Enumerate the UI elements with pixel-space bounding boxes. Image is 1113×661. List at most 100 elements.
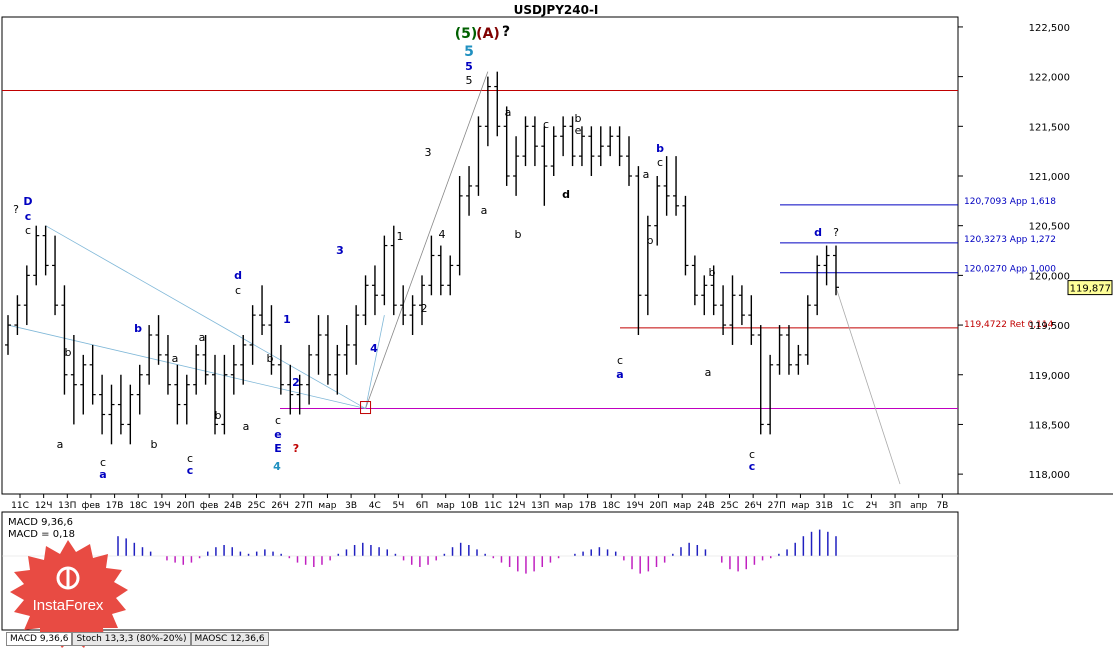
candle xyxy=(748,295,755,345)
candle xyxy=(230,344,237,395)
wave-label: c xyxy=(100,456,106,469)
wave-label: c xyxy=(617,354,623,367)
x-tick-label: 24В xyxy=(697,501,715,511)
x-tick-label: 17В xyxy=(579,501,597,511)
level-label: 120,0270 App 1,000 xyxy=(964,265,1056,275)
x-tick-label: 26Ч xyxy=(744,501,762,511)
wave-label: c xyxy=(749,460,756,473)
candle xyxy=(663,156,670,216)
y-tick-label: 119,000 xyxy=(1029,371,1070,382)
candle xyxy=(729,275,736,345)
x-tick-label: 18С xyxy=(602,501,620,511)
candle xyxy=(287,364,294,415)
candle xyxy=(569,116,576,167)
wave-label: a xyxy=(99,468,106,481)
wave-label: a xyxy=(243,420,250,433)
wave-label: c xyxy=(187,464,194,477)
x-tick-label: 3В xyxy=(345,501,357,511)
candle xyxy=(785,325,792,375)
tab-stoch[interactable]: Stoch 13,3,3 (80%-20%) xyxy=(72,632,191,646)
wave-label: 4 xyxy=(439,228,446,241)
candle xyxy=(14,295,21,335)
last-price-label: 119,877 xyxy=(1070,284,1111,295)
candle xyxy=(503,106,510,186)
candle xyxy=(654,176,661,246)
candle xyxy=(117,374,124,435)
macd-plot-frame xyxy=(1,511,959,631)
wave-label: 5 xyxy=(466,74,473,87)
tab-macd[interactable]: MACD 9,36,6 xyxy=(6,632,73,646)
candle xyxy=(409,295,416,335)
candle xyxy=(560,116,567,157)
y-tick-label: 120,500 xyxy=(1029,222,1070,233)
wave-label: ? xyxy=(502,24,510,40)
candle xyxy=(174,364,181,425)
candle xyxy=(795,344,802,375)
y-tick-label: 122,000 xyxy=(1029,73,1070,84)
x-tick-label: 25С xyxy=(248,501,266,511)
candle xyxy=(767,354,774,435)
candle xyxy=(353,305,360,365)
candle xyxy=(682,195,689,276)
candle xyxy=(400,285,407,326)
wave-label: (5) xyxy=(455,26,478,42)
wave-label: e xyxy=(575,124,582,137)
y-tick-label: 121,500 xyxy=(1029,122,1070,133)
candle xyxy=(757,325,764,435)
candle xyxy=(240,335,247,385)
candle xyxy=(691,255,698,306)
x-tick-label: фев xyxy=(82,501,101,511)
projection-line xyxy=(835,287,901,485)
level-label: 120,7093 App 1,618 xyxy=(964,197,1056,207)
candle xyxy=(588,126,595,176)
candle xyxy=(550,126,557,176)
macd-label: MACD 9,36,6 xyxy=(8,517,73,528)
wave-label: b xyxy=(215,409,222,422)
wave-label: 5 xyxy=(465,60,473,73)
x-tick-label: мар xyxy=(673,501,691,511)
candle xyxy=(89,344,96,405)
wave-label: b xyxy=(515,228,522,241)
logo-text: InstaForex xyxy=(33,597,104,614)
x-tick-label: 2Ч xyxy=(865,501,877,511)
candle xyxy=(259,285,266,335)
candle xyxy=(466,166,473,216)
candle xyxy=(324,315,331,385)
candle xyxy=(42,225,49,276)
candle xyxy=(484,76,491,147)
wave-label: a xyxy=(481,204,488,217)
wave-label: ? xyxy=(833,226,839,239)
y-tick-label: 118,500 xyxy=(1029,420,1070,431)
candle xyxy=(99,374,106,435)
wave-label: c xyxy=(657,156,663,169)
candle xyxy=(5,315,11,355)
chart-title: USDJPY240-I xyxy=(514,3,599,17)
x-tick-label: 7В xyxy=(936,501,948,511)
candle xyxy=(164,335,171,395)
wave-label: a xyxy=(705,366,712,379)
x-tick-label: апр xyxy=(910,501,927,511)
wave-label: c xyxy=(187,452,193,465)
wave-label: 1 xyxy=(283,313,291,326)
candle xyxy=(80,354,87,415)
wave-label: d xyxy=(814,226,822,239)
candle xyxy=(390,225,397,316)
x-tick-label: 18С xyxy=(129,501,147,511)
wave-label: D xyxy=(23,195,32,208)
x-tick-label: 31В xyxy=(815,501,833,511)
tab-maosc[interactable]: MAOSC 12,36,6 xyxy=(190,632,269,646)
wave-label: a xyxy=(643,168,650,181)
x-tick-label: 3П xyxy=(889,501,902,511)
y-tick-label: 120,000 xyxy=(1029,271,1070,282)
level-label: 119,4722 Ret 0,114 xyxy=(964,320,1054,330)
x-tick-label: 19Ч xyxy=(153,501,171,511)
wave-label: 2 xyxy=(421,302,428,315)
candle xyxy=(193,344,200,395)
candle xyxy=(626,136,632,186)
wave-label: (A) xyxy=(476,26,500,42)
candle xyxy=(475,116,482,196)
candle xyxy=(146,325,153,385)
candle xyxy=(710,265,717,316)
candle xyxy=(61,285,68,395)
